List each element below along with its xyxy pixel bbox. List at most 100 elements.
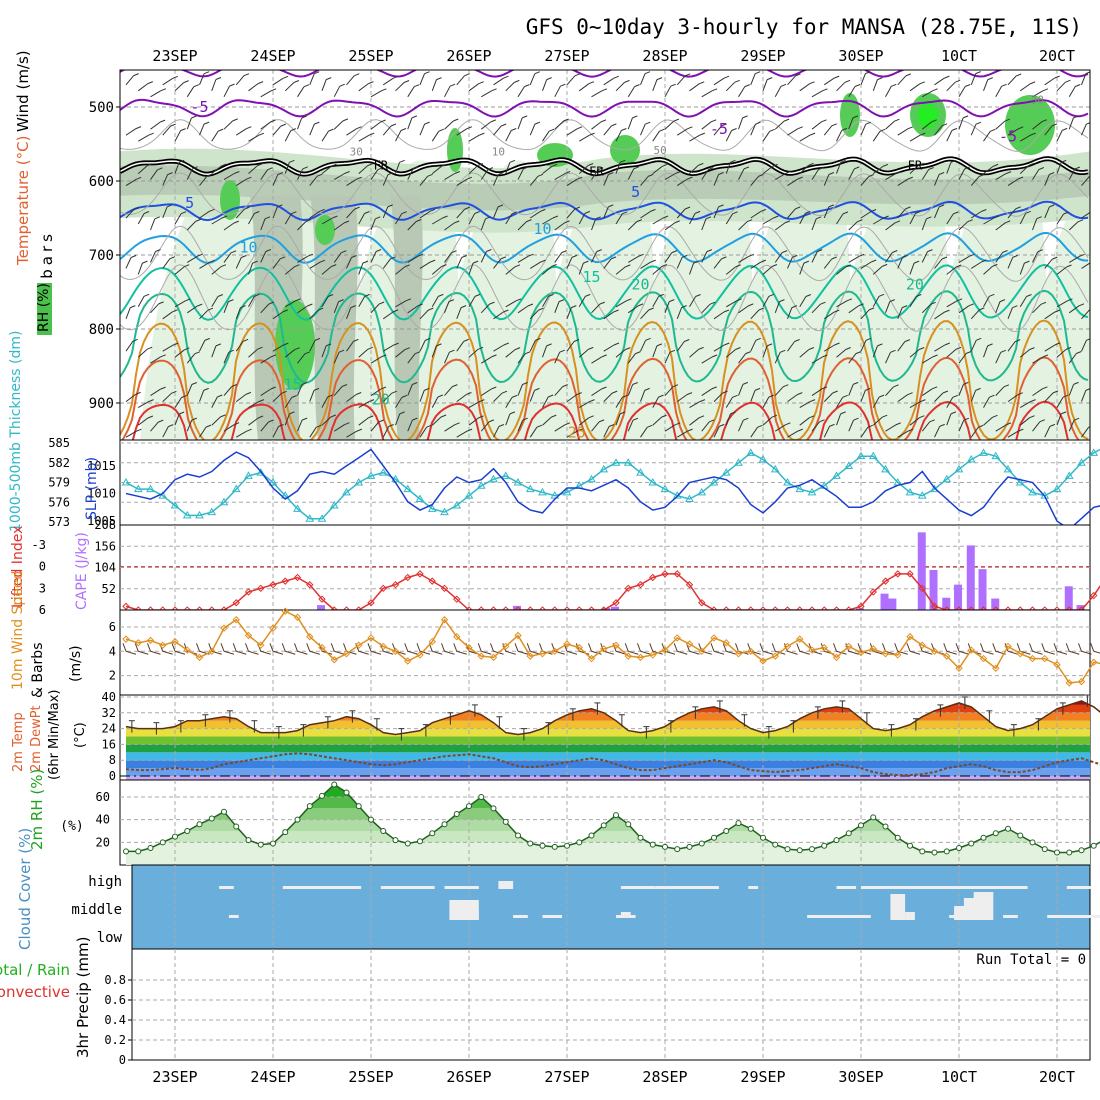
wind-barb: [823, 77, 835, 86]
wind-barb-flag: [367, 346, 373, 350]
rh2m-point: [747, 825, 754, 832]
wind-barb: [346, 257, 352, 269]
wind-barb: [272, 77, 284, 86]
wind-barb-flag: [755, 337, 761, 341]
wind-barb-flag: [634, 84, 640, 88]
lifted-index-point: [391, 581, 400, 589]
rh2m-point: [245, 837, 252, 844]
wind-barb-flag: [381, 88, 387, 92]
wind-barb: [382, 344, 394, 352]
wind-barb: [358, 83, 369, 92]
wind-barb: [407, 168, 414, 180]
wind-barb-flag: [233, 220, 239, 224]
wind-barb: [260, 218, 266, 231]
rh2m-point: [147, 845, 154, 851]
wind-barb-flag: [576, 126, 583, 130]
wind-barb: [297, 353, 306, 364]
wind-barb: [1056, 396, 1064, 408]
rh2m-point: [576, 839, 583, 846]
wind-barb-flag: [589, 399, 595, 403]
rh-contour: [120, 264, 1089, 333]
wind-barb: [738, 353, 747, 364]
wind-barb: [958, 255, 970, 263]
wind-barb-flag: [399, 411, 405, 415]
wind-barb-flag: [853, 381, 859, 385]
wind-barb: [358, 401, 370, 409]
wind-barb-flag: [270, 354, 277, 358]
wind-barb: [664, 222, 675, 231]
wind-barb: [921, 90, 933, 98]
wind-barb-flag: [466, 428, 473, 432]
wind-barb-flag: [583, 260, 589, 264]
date-label-bottom: 20CT: [1039, 1068, 1075, 1086]
wind-barb: [1044, 311, 1055, 320]
wind-barb-flag: [818, 167, 824, 170]
surface-wind-barb: [787, 650, 798, 655]
wind-barb: [260, 303, 270, 314]
wind-barb-flag: [992, 163, 999, 167]
slp-line: [125, 448, 1100, 531]
wind-barb: [603, 77, 615, 86]
wind-barb-flag: [719, 423, 725, 427]
wind-barb-flag: [1037, 249, 1043, 253]
rh2m-point: [343, 789, 350, 796]
thickness-point: [966, 454, 976, 463]
wind-barb-flag: [377, 167, 383, 171]
wind-barb: [346, 178, 357, 187]
wind-barb-flag: [485, 216, 491, 220]
wind-barb-flag: [964, 166, 970, 170]
wind-barb: [946, 300, 958, 308]
rh2m-point: [257, 841, 264, 848]
wind-barb: [333, 85, 341, 98]
wind-barb-flag: [816, 216, 822, 220]
wind-barb: [505, 349, 516, 358]
wind-barb: [995, 424, 1007, 432]
wind-barb: [591, 169, 599, 180]
wind-barb: [603, 258, 612, 269]
cloud-bar: [748, 886, 759, 889]
wind-barb: [419, 175, 428, 186]
wind-barb: [1044, 174, 1050, 186]
wind-speed-point: [416, 651, 424, 659]
wind-barb-flag: [191, 382, 197, 385]
wind-barb: [676, 394, 688, 403]
wind-barb: [713, 174, 720, 186]
wind-barb: [456, 208, 466, 219]
thickness-point: [1003, 464, 1013, 473]
wind-barb-flag: [426, 424, 432, 428]
surface-wind-barb-flag: [330, 643, 335, 652]
wind-barb-flag: [217, 294, 224, 297]
wind-barb-flag: [992, 263, 998, 267]
wind-barb: [431, 416, 442, 426]
wind-barb: [848, 305, 859, 314]
wind-barb: [321, 165, 332, 174]
wind-barb: [419, 390, 425, 402]
wind-barb: [762, 345, 768, 358]
surface-wind-barb: [958, 650, 970, 655]
thickness-point: [721, 468, 731, 476]
surface-wind-barb: [432, 650, 443, 655]
wind-barb-flag: [390, 123, 397, 127]
wind-barb: [566, 257, 573, 269]
wind-barb: [566, 178, 578, 187]
wind-barb-flag: [732, 394, 738, 398]
wind-barb: [885, 424, 896, 432]
wind-barb: [774, 424, 786, 432]
wind-barb-flag: [769, 128, 775, 132]
wind-barb-flag: [1001, 83, 1007, 87]
wind-barb: [137, 134, 149, 142]
wind-barb: [603, 206, 609, 219]
wind-barb: [970, 309, 980, 320]
wind-speed-point: [244, 631, 253, 640]
wind-barb: [444, 351, 450, 364]
surface-wind-barb-flag: [306, 643, 311, 652]
surface-wind-barb: [174, 650, 186, 655]
wind-barb-flag: [965, 351, 972, 354]
rh2m-point: [184, 828, 191, 834]
wind-barb: [762, 217, 774, 225]
wind-barb-flag: [403, 80, 410, 83]
wind-barb: [1007, 430, 1019, 438]
wind-barb: [125, 257, 132, 269]
wind-speed-point: [845, 642, 853, 651]
wind-barb-flag: [1086, 122, 1090, 125]
